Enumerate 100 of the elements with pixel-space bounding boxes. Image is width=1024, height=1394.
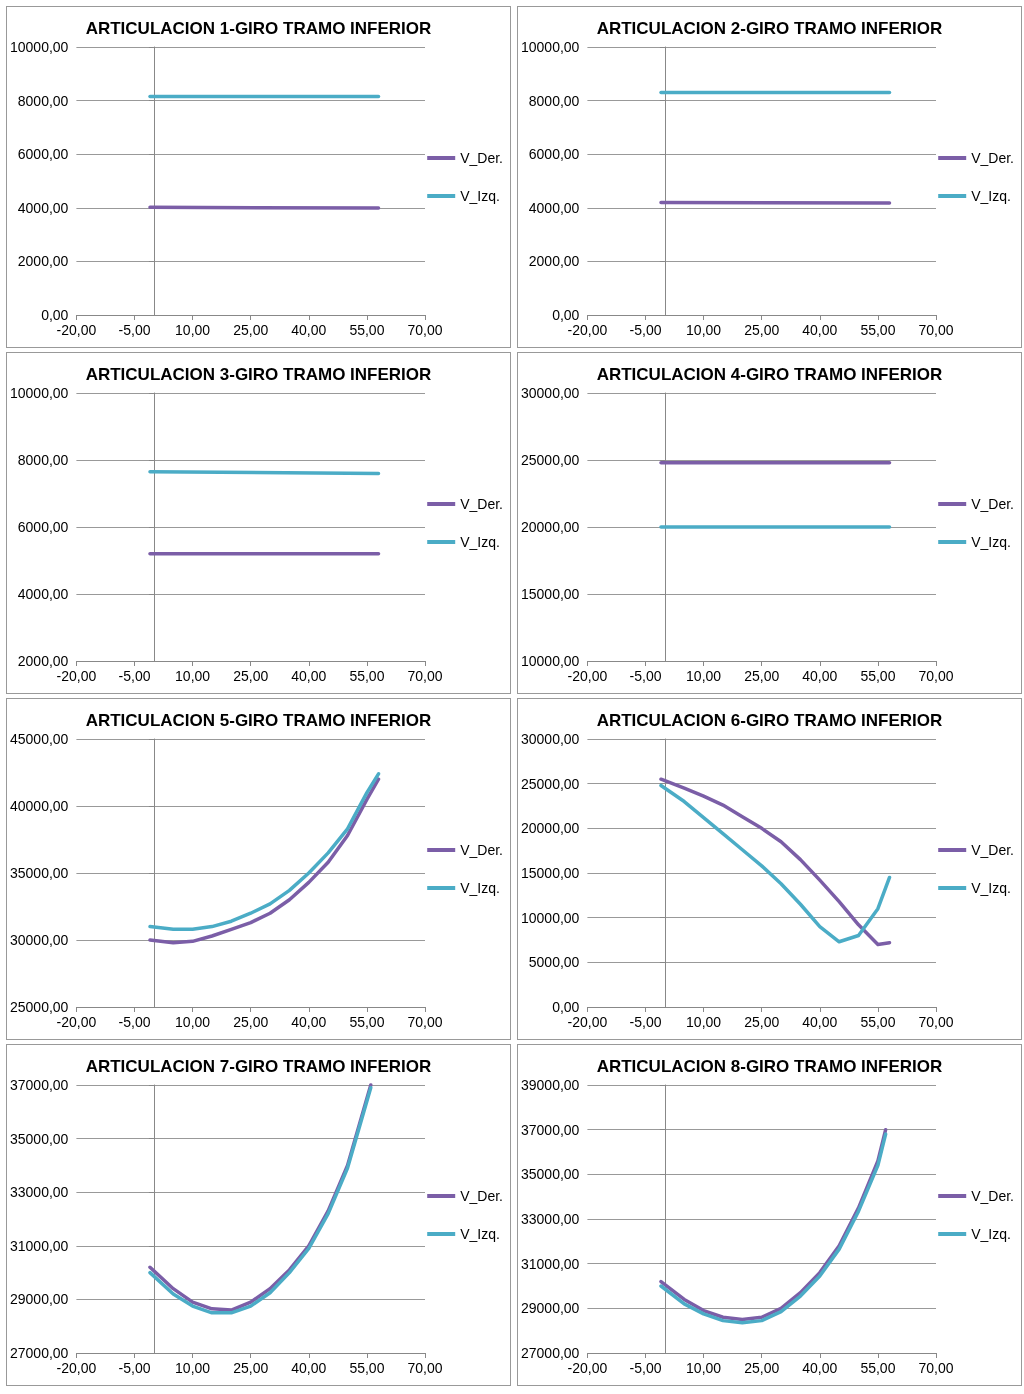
- x-tick-label: 25,00: [233, 1360, 269, 1376]
- x-tick-label: 25,00: [233, 668, 269, 684]
- y-tick-label: 39000,00: [520, 1077, 580, 1093]
- x-tick-label: -20,00: [567, 1360, 608, 1376]
- y-tick-label: 20000,00: [520, 519, 580, 535]
- y-tick-label: 4000,00: [17, 199, 69, 216]
- x-tick-label: 10,00: [175, 668, 211, 684]
- legend-label: V_Der.: [971, 842, 1015, 858]
- x-tick-label: 70,00: [918, 1014, 954, 1030]
- x-tick-label: 40,00: [291, 1014, 327, 1030]
- y-tick-label: 10000,00: [520, 39, 580, 55]
- y-tick-label: 4000,00: [528, 199, 580, 216]
- x-tick-label: -5,00: [629, 322, 662, 338]
- y-tick-label: 45000,00: [9, 731, 69, 747]
- y-tick-label: 31000,00: [520, 1255, 580, 1272]
- x-tick-label: 55,00: [349, 1014, 385, 1030]
- legend-label: V_Izq.: [460, 534, 500, 550]
- y-tick-label: 8000,00: [17, 452, 69, 468]
- x-tick-label: 40,00: [802, 322, 838, 338]
- y-tick-label: 10000,00: [9, 385, 69, 401]
- y-tick-label: 15000,00: [520, 586, 580, 602]
- legend-label: V_Der.: [971, 496, 1015, 512]
- x-tick-label: -20,00: [56, 668, 97, 684]
- x-tick-label: -20,00: [56, 322, 97, 338]
- y-tick-label: 25000,00: [9, 999, 69, 1015]
- x-tick-label: 55,00: [860, 1014, 896, 1030]
- y-tick-label: 30000,00: [520, 731, 580, 747]
- legend-label: V_Izq.: [460, 188, 500, 204]
- y-tick-label: 25000,00: [520, 775, 580, 792]
- y-tick-label: 0,00: [552, 307, 580, 323]
- y-tick-label: 4000,00: [17, 586, 69, 602]
- x-tick-label: -5,00: [629, 668, 662, 684]
- x-tick-label: 70,00: [918, 668, 954, 684]
- x-tick-label: -20,00: [567, 668, 608, 684]
- x-tick-label: 25,00: [744, 322, 780, 338]
- y-tick-label: 25000,00: [520, 452, 580, 468]
- x-tick-label: 40,00: [291, 1360, 327, 1376]
- x-tick-label: 25,00: [233, 1014, 269, 1030]
- chart-title: ARTICULACION 6-GIRO TRAMO INFERIOR: [596, 711, 943, 730]
- x-tick-label: 25,00: [744, 1014, 780, 1030]
- x-tick-label: 70,00: [918, 1360, 954, 1376]
- y-tick-label: 30000,00: [520, 385, 580, 401]
- x-tick-label: 40,00: [802, 1014, 838, 1030]
- x-tick-label: -5,00: [118, 1014, 151, 1030]
- y-tick-label: 35000,00: [9, 865, 69, 881]
- legend-label: V_Izq.: [971, 1226, 1011, 1242]
- x-tick-label: 25,00: [744, 668, 780, 684]
- legend-label: V_Der.: [460, 842, 504, 858]
- legend-label: V_Der.: [460, 150, 504, 166]
- x-tick-label: -5,00: [629, 1360, 662, 1376]
- y-tick-label: 0,00: [41, 307, 69, 323]
- y-tick-label: 35000,00: [520, 1166, 580, 1183]
- x-tick-label: 25,00: [744, 1360, 780, 1376]
- y-tick-label: 29000,00: [520, 1300, 580, 1317]
- y-tick-label: 8000,00: [528, 92, 580, 109]
- x-tick-label: 10,00: [686, 1014, 722, 1030]
- x-tick-label: 55,00: [349, 322, 385, 338]
- x-tick-label: -20,00: [567, 1014, 608, 1030]
- y-tick-label: 2000,00: [17, 253, 69, 270]
- x-tick-label: 10,00: [175, 322, 211, 338]
- x-tick-label: -20,00: [56, 1360, 97, 1376]
- y-tick-label: 31000,00: [9, 1237, 69, 1254]
- x-tick-label: 25,00: [233, 322, 269, 338]
- y-tick-label: 6000,00: [17, 146, 69, 163]
- legend-label: V_Der.: [971, 1188, 1015, 1204]
- x-tick-label: 55,00: [860, 322, 896, 338]
- x-tick-label: 70,00: [918, 322, 954, 338]
- y-tick-label: 29000,00: [9, 1291, 69, 1308]
- x-tick-label: 10,00: [686, 1360, 722, 1376]
- x-tick-label: -20,00: [567, 322, 608, 338]
- y-tick-label: 40000,00: [9, 798, 69, 814]
- x-tick-label: 55,00: [349, 668, 385, 684]
- x-tick-label: 40,00: [291, 322, 327, 338]
- y-tick-label: 35000,00: [9, 1130, 69, 1147]
- legend-label: V_Izq.: [971, 188, 1011, 204]
- y-tick-label: 6000,00: [528, 146, 580, 163]
- x-tick-label: 40,00: [802, 668, 838, 684]
- x-tick-label: 70,00: [407, 1360, 443, 1376]
- y-tick-label: 5000,00: [528, 954, 580, 971]
- x-tick-label: -5,00: [118, 322, 151, 338]
- y-tick-label: 37000,00: [9, 1077, 69, 1093]
- x-tick-label: 10,00: [686, 322, 722, 338]
- x-tick-label: 40,00: [802, 1360, 838, 1376]
- x-tick-label: -5,00: [118, 1360, 151, 1376]
- y-tick-label: 6000,00: [17, 519, 69, 535]
- y-tick-label: 10000,00: [520, 653, 580, 669]
- x-tick-label: -5,00: [118, 668, 151, 684]
- y-tick-label: 27000,00: [9, 1345, 69, 1361]
- x-tick-label: -5,00: [629, 1014, 662, 1030]
- x-tick-label: 70,00: [407, 668, 443, 684]
- y-tick-label: 30000,00: [9, 932, 69, 948]
- chart-title: ARTICULACION 2-GIRO TRAMO INFERIOR: [596, 19, 943, 38]
- x-tick-label: 55,00: [349, 1360, 385, 1376]
- y-tick-label: 0,00: [552, 999, 580, 1015]
- legend-label: V_Der.: [971, 150, 1015, 166]
- legend-label: V_Der.: [460, 1188, 504, 1204]
- y-tick-label: 8000,00: [17, 92, 69, 109]
- legend-label: V_Der.: [460, 496, 504, 512]
- y-tick-label: 15000,00: [520, 865, 580, 881]
- y-tick-label: 20000,00: [520, 820, 580, 837]
